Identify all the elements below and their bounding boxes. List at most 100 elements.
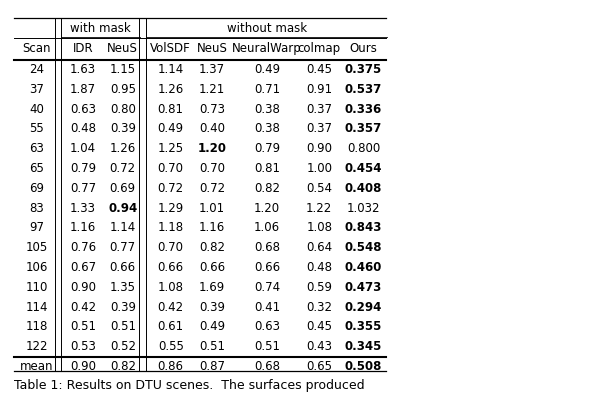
Text: 1.18: 1.18 [158, 221, 184, 234]
Text: 0.41: 0.41 [254, 301, 280, 314]
Text: 1.63: 1.63 [70, 63, 96, 76]
Text: 0.79: 0.79 [70, 162, 96, 175]
Text: 0.39: 0.39 [110, 301, 136, 314]
Text: NeuralWarp: NeuralWarp [232, 42, 302, 55]
Text: 0.87: 0.87 [199, 360, 225, 373]
Text: 0.48: 0.48 [70, 122, 96, 135]
Text: 0.51: 0.51 [254, 340, 280, 353]
Text: 1.21: 1.21 [199, 83, 225, 96]
Text: 0.357: 0.357 [345, 122, 382, 135]
Text: 1.37: 1.37 [199, 63, 225, 76]
Text: 0.473: 0.473 [345, 281, 382, 294]
Text: 0.74: 0.74 [254, 281, 280, 294]
Text: 0.45: 0.45 [306, 63, 332, 76]
Text: 1.16: 1.16 [199, 221, 225, 234]
Text: 106: 106 [26, 261, 48, 274]
Text: 0.64: 0.64 [306, 241, 332, 254]
Text: 0.39: 0.39 [199, 301, 225, 314]
Text: 0.66: 0.66 [199, 261, 225, 274]
Text: 0.55: 0.55 [158, 340, 184, 353]
Text: 0.49: 0.49 [158, 122, 184, 135]
Text: 1.26: 1.26 [110, 142, 136, 155]
Text: 105: 105 [26, 241, 48, 254]
Text: 0.40: 0.40 [199, 122, 225, 135]
Text: 1.14: 1.14 [110, 221, 136, 234]
Text: 1.26: 1.26 [158, 83, 184, 96]
Text: 114: 114 [26, 301, 48, 314]
Text: 1.20: 1.20 [254, 202, 280, 215]
Text: 122: 122 [26, 340, 48, 353]
Text: 0.294: 0.294 [345, 301, 382, 314]
Text: 1.33: 1.33 [70, 202, 96, 215]
Text: 1.08: 1.08 [158, 281, 184, 294]
Text: 0.54: 0.54 [306, 182, 332, 195]
Text: 1.16: 1.16 [70, 221, 96, 234]
Text: 1.01: 1.01 [199, 202, 225, 215]
Text: 0.66: 0.66 [110, 261, 136, 274]
Text: 0.39: 0.39 [110, 122, 136, 135]
Text: 0.70: 0.70 [158, 162, 184, 175]
Text: 65: 65 [29, 162, 44, 175]
Text: 0.49: 0.49 [254, 63, 280, 76]
Text: 0.375: 0.375 [345, 63, 382, 76]
Text: 0.32: 0.32 [306, 301, 332, 314]
Text: 1.29: 1.29 [158, 202, 184, 215]
Text: 0.37: 0.37 [306, 122, 332, 135]
Text: 63: 63 [29, 142, 44, 155]
Text: 0.345: 0.345 [345, 340, 382, 353]
Text: 0.63: 0.63 [70, 103, 96, 116]
Text: 0.42: 0.42 [158, 301, 184, 314]
Text: 0.51: 0.51 [110, 320, 136, 333]
Text: 0.37: 0.37 [306, 103, 332, 116]
Text: Table 1: Results on DTU scenes.  The surfaces produced: Table 1: Results on DTU scenes. The surf… [14, 379, 364, 392]
Text: NeuS: NeuS [196, 42, 227, 55]
Text: 0.79: 0.79 [254, 142, 280, 155]
Text: 0.77: 0.77 [110, 241, 136, 254]
Text: 0.94: 0.94 [108, 202, 138, 215]
Text: 0.508: 0.508 [345, 360, 382, 373]
Text: 0.90: 0.90 [70, 360, 96, 373]
Text: 0.355: 0.355 [345, 320, 382, 333]
Text: 0.82: 0.82 [199, 241, 225, 254]
Text: 55: 55 [29, 122, 44, 135]
Text: 1.20: 1.20 [197, 142, 227, 155]
Text: 0.45: 0.45 [306, 320, 332, 333]
Text: 0.800: 0.800 [347, 142, 380, 155]
Text: 0.48: 0.48 [306, 261, 332, 274]
Text: 0.38: 0.38 [254, 122, 280, 135]
Text: 0.65: 0.65 [306, 360, 332, 373]
Text: 1.04: 1.04 [70, 142, 96, 155]
Text: 0.52: 0.52 [110, 340, 136, 353]
Text: 0.72: 0.72 [199, 182, 225, 195]
Text: 0.77: 0.77 [70, 182, 96, 195]
Text: NeuS: NeuS [107, 42, 138, 55]
Text: 0.82: 0.82 [254, 182, 280, 195]
Text: 0.80: 0.80 [110, 103, 136, 116]
Text: 1.69: 1.69 [199, 281, 225, 294]
Text: IDR: IDR [72, 42, 93, 55]
Text: 0.43: 0.43 [306, 340, 332, 353]
Text: 0.61: 0.61 [158, 320, 184, 333]
Text: 0.90: 0.90 [306, 142, 332, 155]
Text: 0.336: 0.336 [345, 103, 382, 116]
Text: without mask: without mask [227, 22, 307, 35]
Text: 0.63: 0.63 [254, 320, 280, 333]
Text: 1.22: 1.22 [306, 202, 332, 215]
Text: 110: 110 [26, 281, 48, 294]
Text: colmap: colmap [298, 42, 341, 55]
Text: 1.15: 1.15 [110, 63, 136, 76]
Text: 37: 37 [29, 83, 44, 96]
Text: 0.843: 0.843 [345, 221, 382, 234]
Text: 0.73: 0.73 [199, 103, 225, 116]
Text: 0.71: 0.71 [254, 83, 280, 96]
Text: 1.25: 1.25 [158, 142, 184, 155]
Text: 0.70: 0.70 [199, 162, 225, 175]
Text: 0.548: 0.548 [344, 241, 383, 254]
Text: 1.00: 1.00 [306, 162, 332, 175]
Text: 97: 97 [29, 221, 44, 234]
Text: 0.72: 0.72 [158, 182, 184, 195]
Text: 0.90: 0.90 [70, 281, 96, 294]
Text: 1.08: 1.08 [306, 221, 332, 234]
Text: 0.51: 0.51 [70, 320, 96, 333]
Text: 24: 24 [29, 63, 44, 76]
